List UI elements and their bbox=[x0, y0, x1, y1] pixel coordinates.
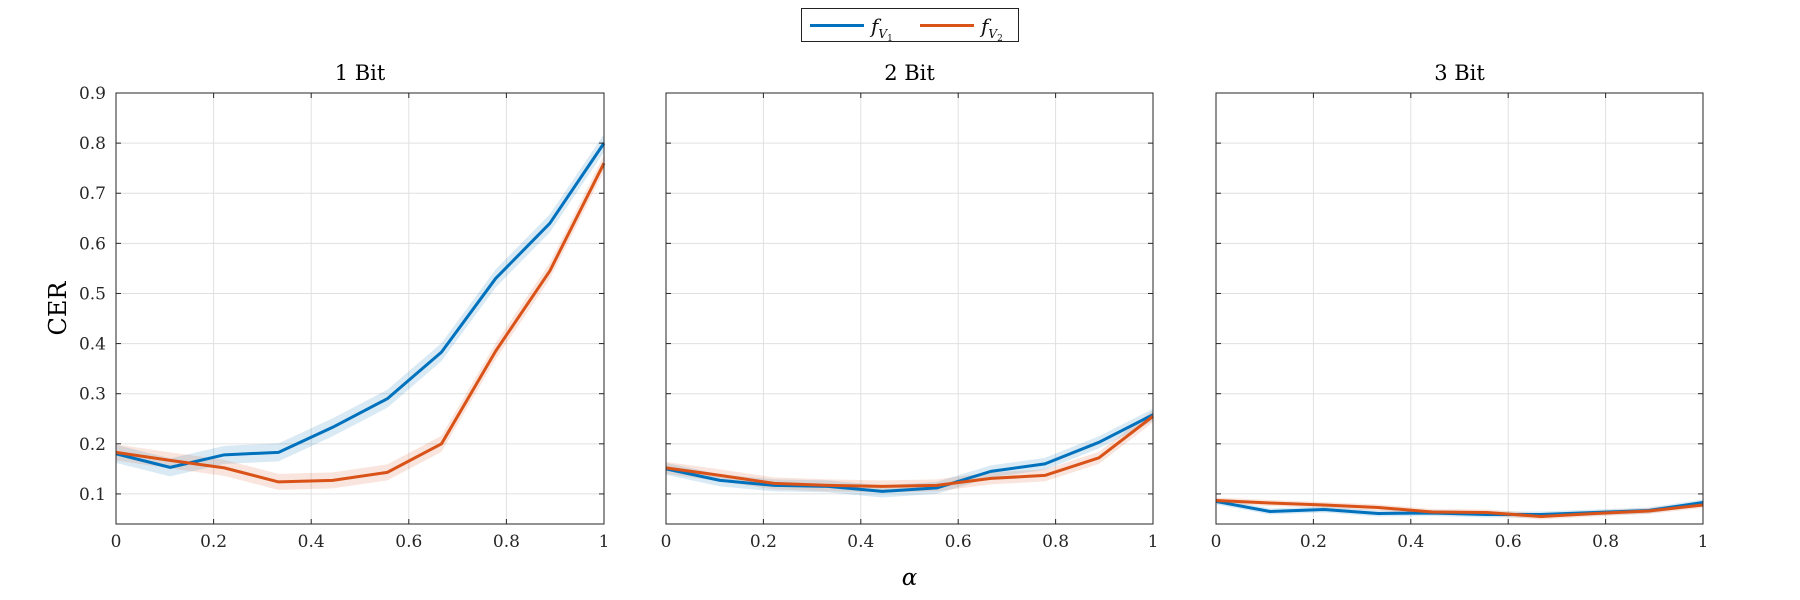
x-tick-label: 0 bbox=[1211, 532, 1222, 552]
x-tick-label: 1 bbox=[1698, 532, 1709, 552]
series-2-band bbox=[116, 155, 604, 490]
panel-3: 0 0.2 0.4 0.6 0.8 1 3 Bit bbox=[1211, 61, 1709, 552]
panel-title: 2 Bit bbox=[884, 61, 935, 85]
x-tick-label: 0.2 bbox=[200, 532, 227, 552]
series-1-line bbox=[665, 413, 1154, 493]
series-2-line bbox=[665, 415, 1154, 488]
y-tick-label: 0.3 bbox=[79, 385, 106, 405]
panel-title: 3 Bit bbox=[1434, 61, 1485, 85]
x-tick-label: 0.2 bbox=[750, 532, 777, 552]
y-tick-label: 0.5 bbox=[79, 284, 106, 304]
y-tick-label: 0.2 bbox=[79, 435, 106, 455]
panel-title: 1 Bit bbox=[335, 61, 386, 85]
legend-swatch-1 bbox=[810, 24, 864, 27]
panel-2: 0 0.2 0.4 0.6 0.8 1 2 Bit α bbox=[661, 61, 1159, 591]
x-tick-label: 0.6 bbox=[945, 532, 972, 552]
y-tick-label: 0.8 bbox=[79, 134, 106, 154]
x-axis-label: α bbox=[902, 565, 918, 591]
legend: fV1 fV2 bbox=[801, 8, 1019, 44]
x-tick-label: 0.8 bbox=[1592, 532, 1619, 552]
axes-box bbox=[665, 92, 1154, 525]
x-tick-label: 0.6 bbox=[395, 532, 422, 552]
legend-label-1: fV1 bbox=[871, 14, 893, 44]
y-tick-label: 0.6 bbox=[79, 234, 106, 254]
y-tick-label: 0.7 bbox=[79, 184, 106, 204]
x-tick-label: 0.8 bbox=[1042, 532, 1069, 552]
x-tick-label: 0 bbox=[661, 532, 672, 552]
axes-box bbox=[115, 92, 605, 525]
axes-box bbox=[1215, 92, 1704, 525]
y-axis-label: CER bbox=[44, 281, 72, 336]
x-tick-label: 0.4 bbox=[298, 532, 325, 552]
legend-swatch-2 bbox=[920, 24, 974, 27]
y-tick-label: 0.4 bbox=[79, 335, 106, 355]
x-tick-label: 0.4 bbox=[847, 532, 874, 552]
series-2-band bbox=[666, 410, 1153, 493]
x-tick-label: 0 bbox=[111, 532, 122, 552]
x-tick-label: 0.8 bbox=[493, 532, 520, 552]
x-tick-label: 0.6 bbox=[1495, 532, 1522, 552]
series-2-line bbox=[1215, 498, 1704, 518]
series-2-line bbox=[115, 162, 606, 484]
plot-area bbox=[1216, 93, 1703, 524]
panel-1: 0 0.2 0.4 0.6 0.8 1 0.1 0.2 0.3 0.4 0.5 0.6 0.7 0.8 0.… bbox=[44, 61, 609, 552]
y-tick-label: 0.9 bbox=[79, 84, 106, 104]
x-tick-label: 1 bbox=[599, 532, 610, 552]
x-tick-label: 1 bbox=[1148, 532, 1159, 552]
x-tick-label: 0.2 bbox=[1300, 532, 1327, 552]
legend-label-2: fV2 bbox=[981, 14, 1003, 44]
y-tick-label: 0.1 bbox=[79, 485, 106, 505]
series-1-band bbox=[116, 134, 604, 477]
x-tick-label: 0.4 bbox=[1397, 532, 1424, 552]
series-1-line bbox=[115, 142, 606, 469]
